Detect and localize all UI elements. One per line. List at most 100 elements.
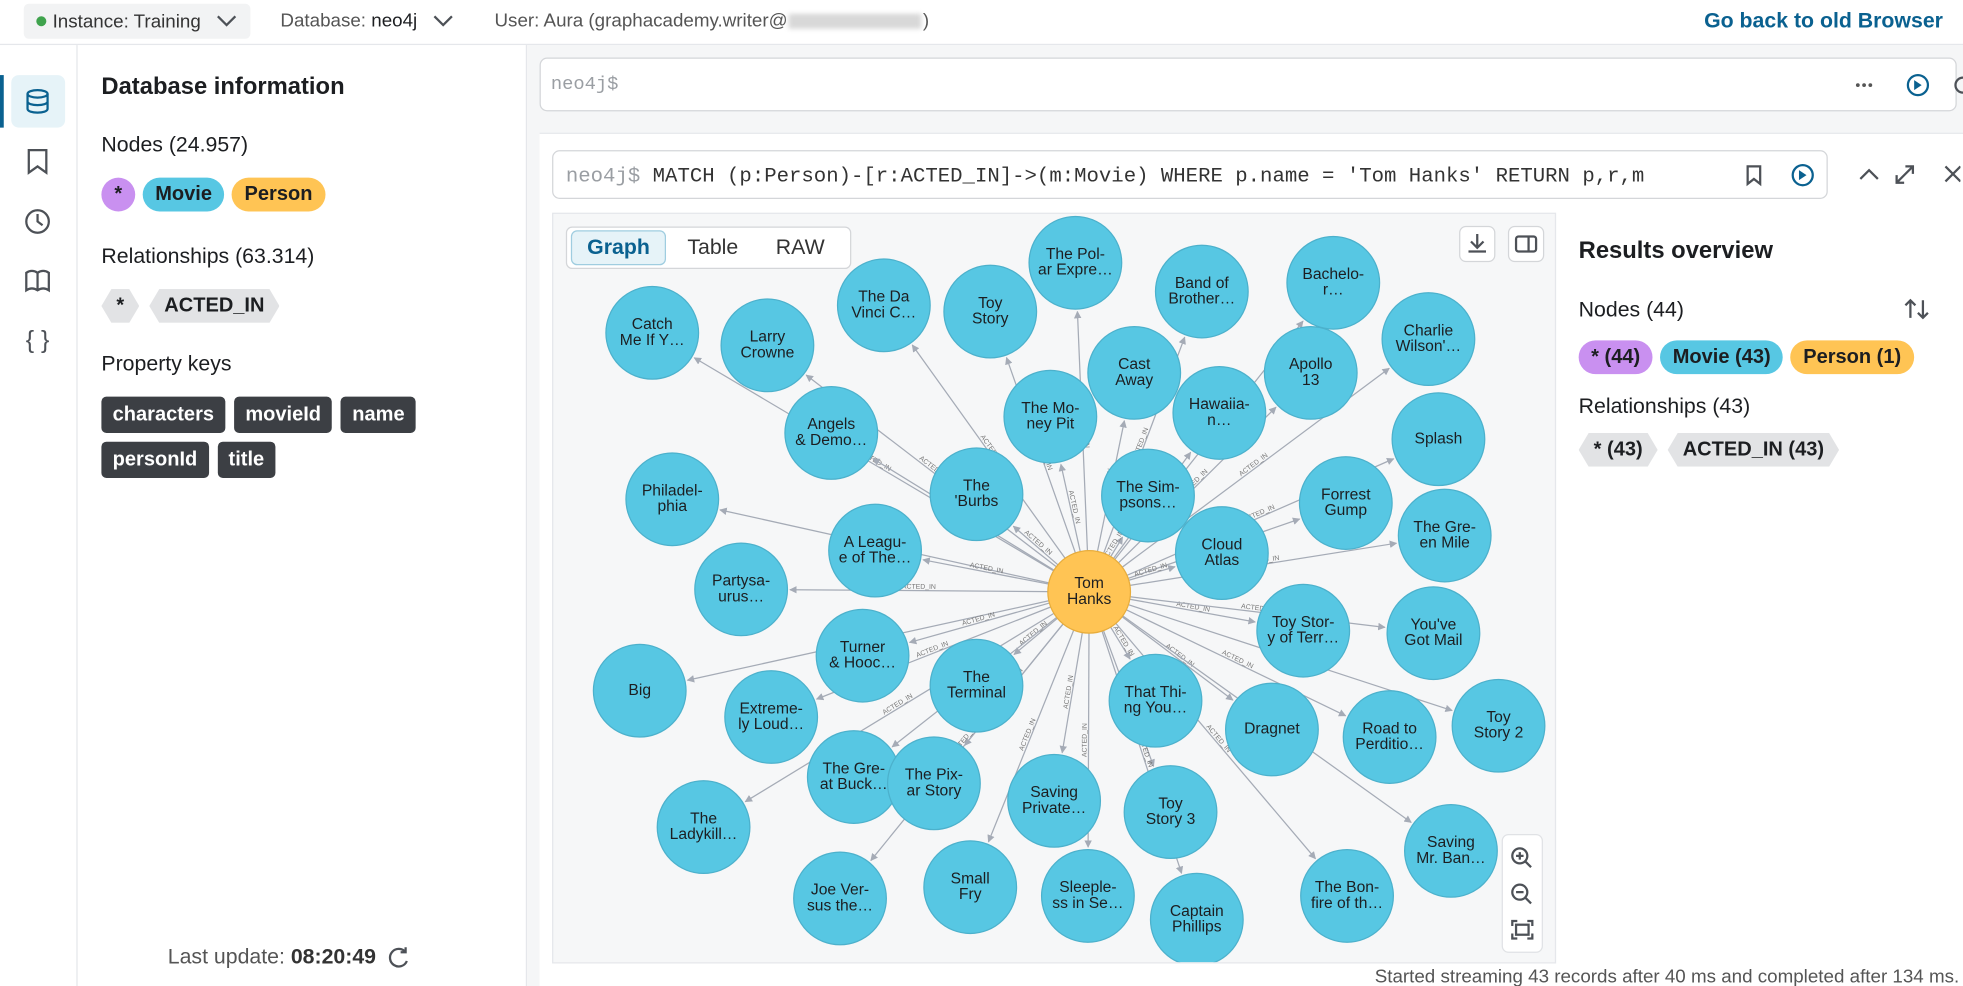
node-caption: 13 [1302, 372, 1319, 389]
user-info: User: Aura (graphacademy.writer@ ) [495, 10, 930, 31]
node-circle [1300, 849, 1394, 943]
movie-node[interactable]: A Leagu-e of The… [828, 503, 923, 598]
query-box[interactable]: neo4j$ MATCH (p:Person)-[r:ACTED_IN]->(m… [552, 150, 1828, 199]
movie-node[interactable]: Philadel-phia [625, 452, 720, 547]
movie-node[interactable]: Splash [1391, 392, 1486, 487]
relationships-heading: Relationships (63.314) [101, 244, 315, 268]
movie-node[interactable]: Turner& Hooc… [815, 608, 910, 703]
movie-node[interactable]: Extreme-ly Loud… [724, 670, 819, 764]
movie-node[interactable]: The Pix-ar Story [886, 736, 981, 831]
movie-node[interactable]: The Mo-ney Pit [1003, 369, 1098, 464]
node-caption: Big [628, 682, 651, 699]
view-tab[interactable]: Table [687, 235, 739, 260]
node-caption: Toy [1158, 795, 1183, 812]
movie-node[interactable]: SavingPrivate… [1007, 753, 1102, 848]
zoom-controls[interactable] [1501, 833, 1544, 953]
node-caption: The [963, 478, 990, 495]
node-label-chip[interactable]: * [101, 177, 136, 212]
query: neo4j$ MATCH (p:Person)-[r:ACTED_IN]->(m… [566, 164, 1644, 188]
relationship-edge [870, 623, 1064, 862]
instance-selector[interactable]: Instance: Training [23, 3, 251, 39]
movie-node[interactable]: Bachelo-r… [1286, 235, 1381, 330]
node-label-chip[interactable]: Person [232, 177, 325, 212]
movie-node[interactable]: CharlieWilson'… [1381, 292, 1476, 387]
movie-node[interactable]: The Gre-at Buck… [806, 730, 901, 824]
card-actions[interactable] [1835, 159, 1961, 189]
movie-node[interactable]: The Pol-ar Expre… [1028, 215, 1123, 310]
movie-node[interactable]: Band ofBrother… [1154, 244, 1249, 339]
relationship-label: ACTED_IN [969, 562, 1004, 575]
node-caption: ney Pit [1026, 416, 1074, 433]
node-caption: Perditio… [1355, 736, 1424, 753]
movie-node[interactable]: Hawaiia-n… [1172, 366, 1267, 460]
overview-nodes-heading: Nodes (44) [1578, 297, 1684, 322]
graph-tools[interactable] [1458, 225, 1546, 263]
icon-rail: { } [0, 45, 78, 986]
node-circle [1451, 678, 1546, 773]
database-selector[interactable]: Database: neo4j [280, 10, 454, 31]
movie-node[interactable]: The Sim-psons… [1101, 448, 1195, 543]
node-label-chip[interactable]: Movie [142, 177, 225, 212]
relationship-label: ACTED_IN [902, 584, 936, 591]
node-caption: Cast [1118, 356, 1151, 373]
node-circle [929, 447, 1024, 542]
editor-actions[interactable] [1843, 69, 1963, 102]
node-caption: Brother… [1168, 291, 1235, 308]
editor[interactable]: neo4j$ [539, 57, 1963, 112]
query-actions[interactable] [1730, 161, 1818, 189]
instance-name: Instance: Training [52, 10, 201, 32]
relationship-edge [1012, 525, 1059, 566]
movie-node[interactable]: The Bon-fire of th… [1300, 849, 1394, 943]
back-link[interactable]: Go back to old Browser [1704, 8, 1943, 33]
node-caption: The Gre- [823, 760, 886, 777]
movie-node[interactable]: Joe Ver-sus the… [793, 851, 887, 946]
movie-node[interactable]: Road toPerditio… [1342, 690, 1437, 784]
movie-node[interactable]: Angels& Demo… [784, 386, 879, 480]
node-caption: ss in Se… [1052, 895, 1123, 912]
movie-node[interactable]: Toy Stor-y of Terr… [1256, 583, 1351, 678]
view-tab[interactable]: RAW [775, 235, 825, 260]
relationship-label: ACTED_IN [1241, 603, 1276, 614]
node-caption: Story 3 [1146, 811, 1196, 828]
node-labels: * Movie Person [101, 177, 332, 212]
node-circle [1386, 586, 1481, 681]
node-caption: Mr. Ban… [1416, 850, 1485, 867]
node-circle [1047, 549, 1132, 634]
view-tab[interactable]: Graph [570, 230, 667, 266]
movie-node[interactable]: Partysa-urus… [694, 542, 789, 637]
movie-node[interactable]: The'Burbs [929, 447, 1024, 542]
movie-node[interactable]: Dragnet [1224, 682, 1319, 777]
movie-node[interactable]: That Thi-ng You… [1108, 653, 1203, 748]
user-text: User: Aura (graphacademy.writer@ [494, 10, 788, 32]
rail-icons[interactable]: { } [0, 45, 76, 370]
node-caption: Phillips [1172, 919, 1222, 936]
movie-node[interactable]: TheLadykill… [656, 780, 751, 875]
node-circle [943, 264, 1038, 359]
movie-node[interactable]: The Gre-en Mile [1397, 488, 1492, 583]
refresh-icon[interactable] [387, 945, 412, 970]
movie-node[interactable]: Sleeple-ss in Se… [1040, 849, 1135, 943]
node-caption: Toy [1486, 709, 1511, 726]
movie-node[interactable]: Big [592, 643, 687, 738]
query-prompt: neo4j$ [565, 163, 641, 188]
sort-icon[interactable] [1902, 295, 1932, 323]
braces-icon: { } [26, 326, 50, 354]
